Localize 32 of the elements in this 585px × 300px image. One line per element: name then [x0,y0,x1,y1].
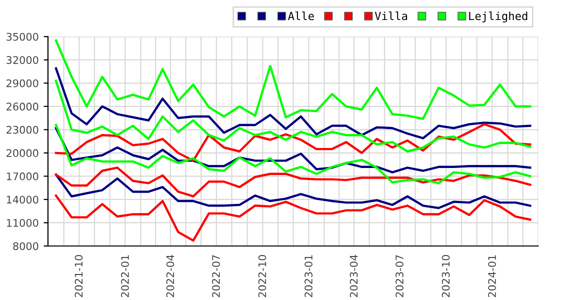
line-series [54,124,532,184]
line-series [54,127,532,174]
legend-label: Alle [288,12,314,20]
y-tick-label: 11000 [6,218,38,227]
line-series [54,67,532,140]
legend-label: Lejlighed [469,12,528,22]
x-tick-label: 2024-01 [488,255,496,298]
line-series [54,194,532,242]
x-tick-label: 2023-04 [350,254,358,298]
x-tick-label: 2023-10 [442,255,450,298]
x-tick-label: 2023-07 [396,255,404,298]
y-tick-label: 20000 [6,149,38,158]
line-series [54,174,532,210]
y-tick-label: 32000 [6,56,38,64]
x-tick-label: 2022-10 [258,255,266,298]
y-tick-label: 23000 [6,126,38,134]
legend-label: Villa [374,12,408,20]
y-tick-label: 35000 [6,32,38,41]
y-tick-label: 29000 [6,79,38,88]
x-tick-label: 2023-01 [304,255,312,298]
x-tick-label: 2022-04 [166,254,174,298]
x-tick-label: 2021-10 [74,255,83,298]
y-tick-label: 17000 [6,172,38,180]
y-tick-label: 8000 [13,242,38,250]
y-tick-label: 26000 [6,102,38,111]
line-series [54,80,532,152]
line-series [54,123,532,162]
y-tick-label: 14000 [6,196,38,204]
x-tick-label: 2022-01 [121,255,129,298]
x-tick-label: 2022-07 [212,255,220,298]
line-series [54,39,532,120]
line-series [54,166,532,198]
